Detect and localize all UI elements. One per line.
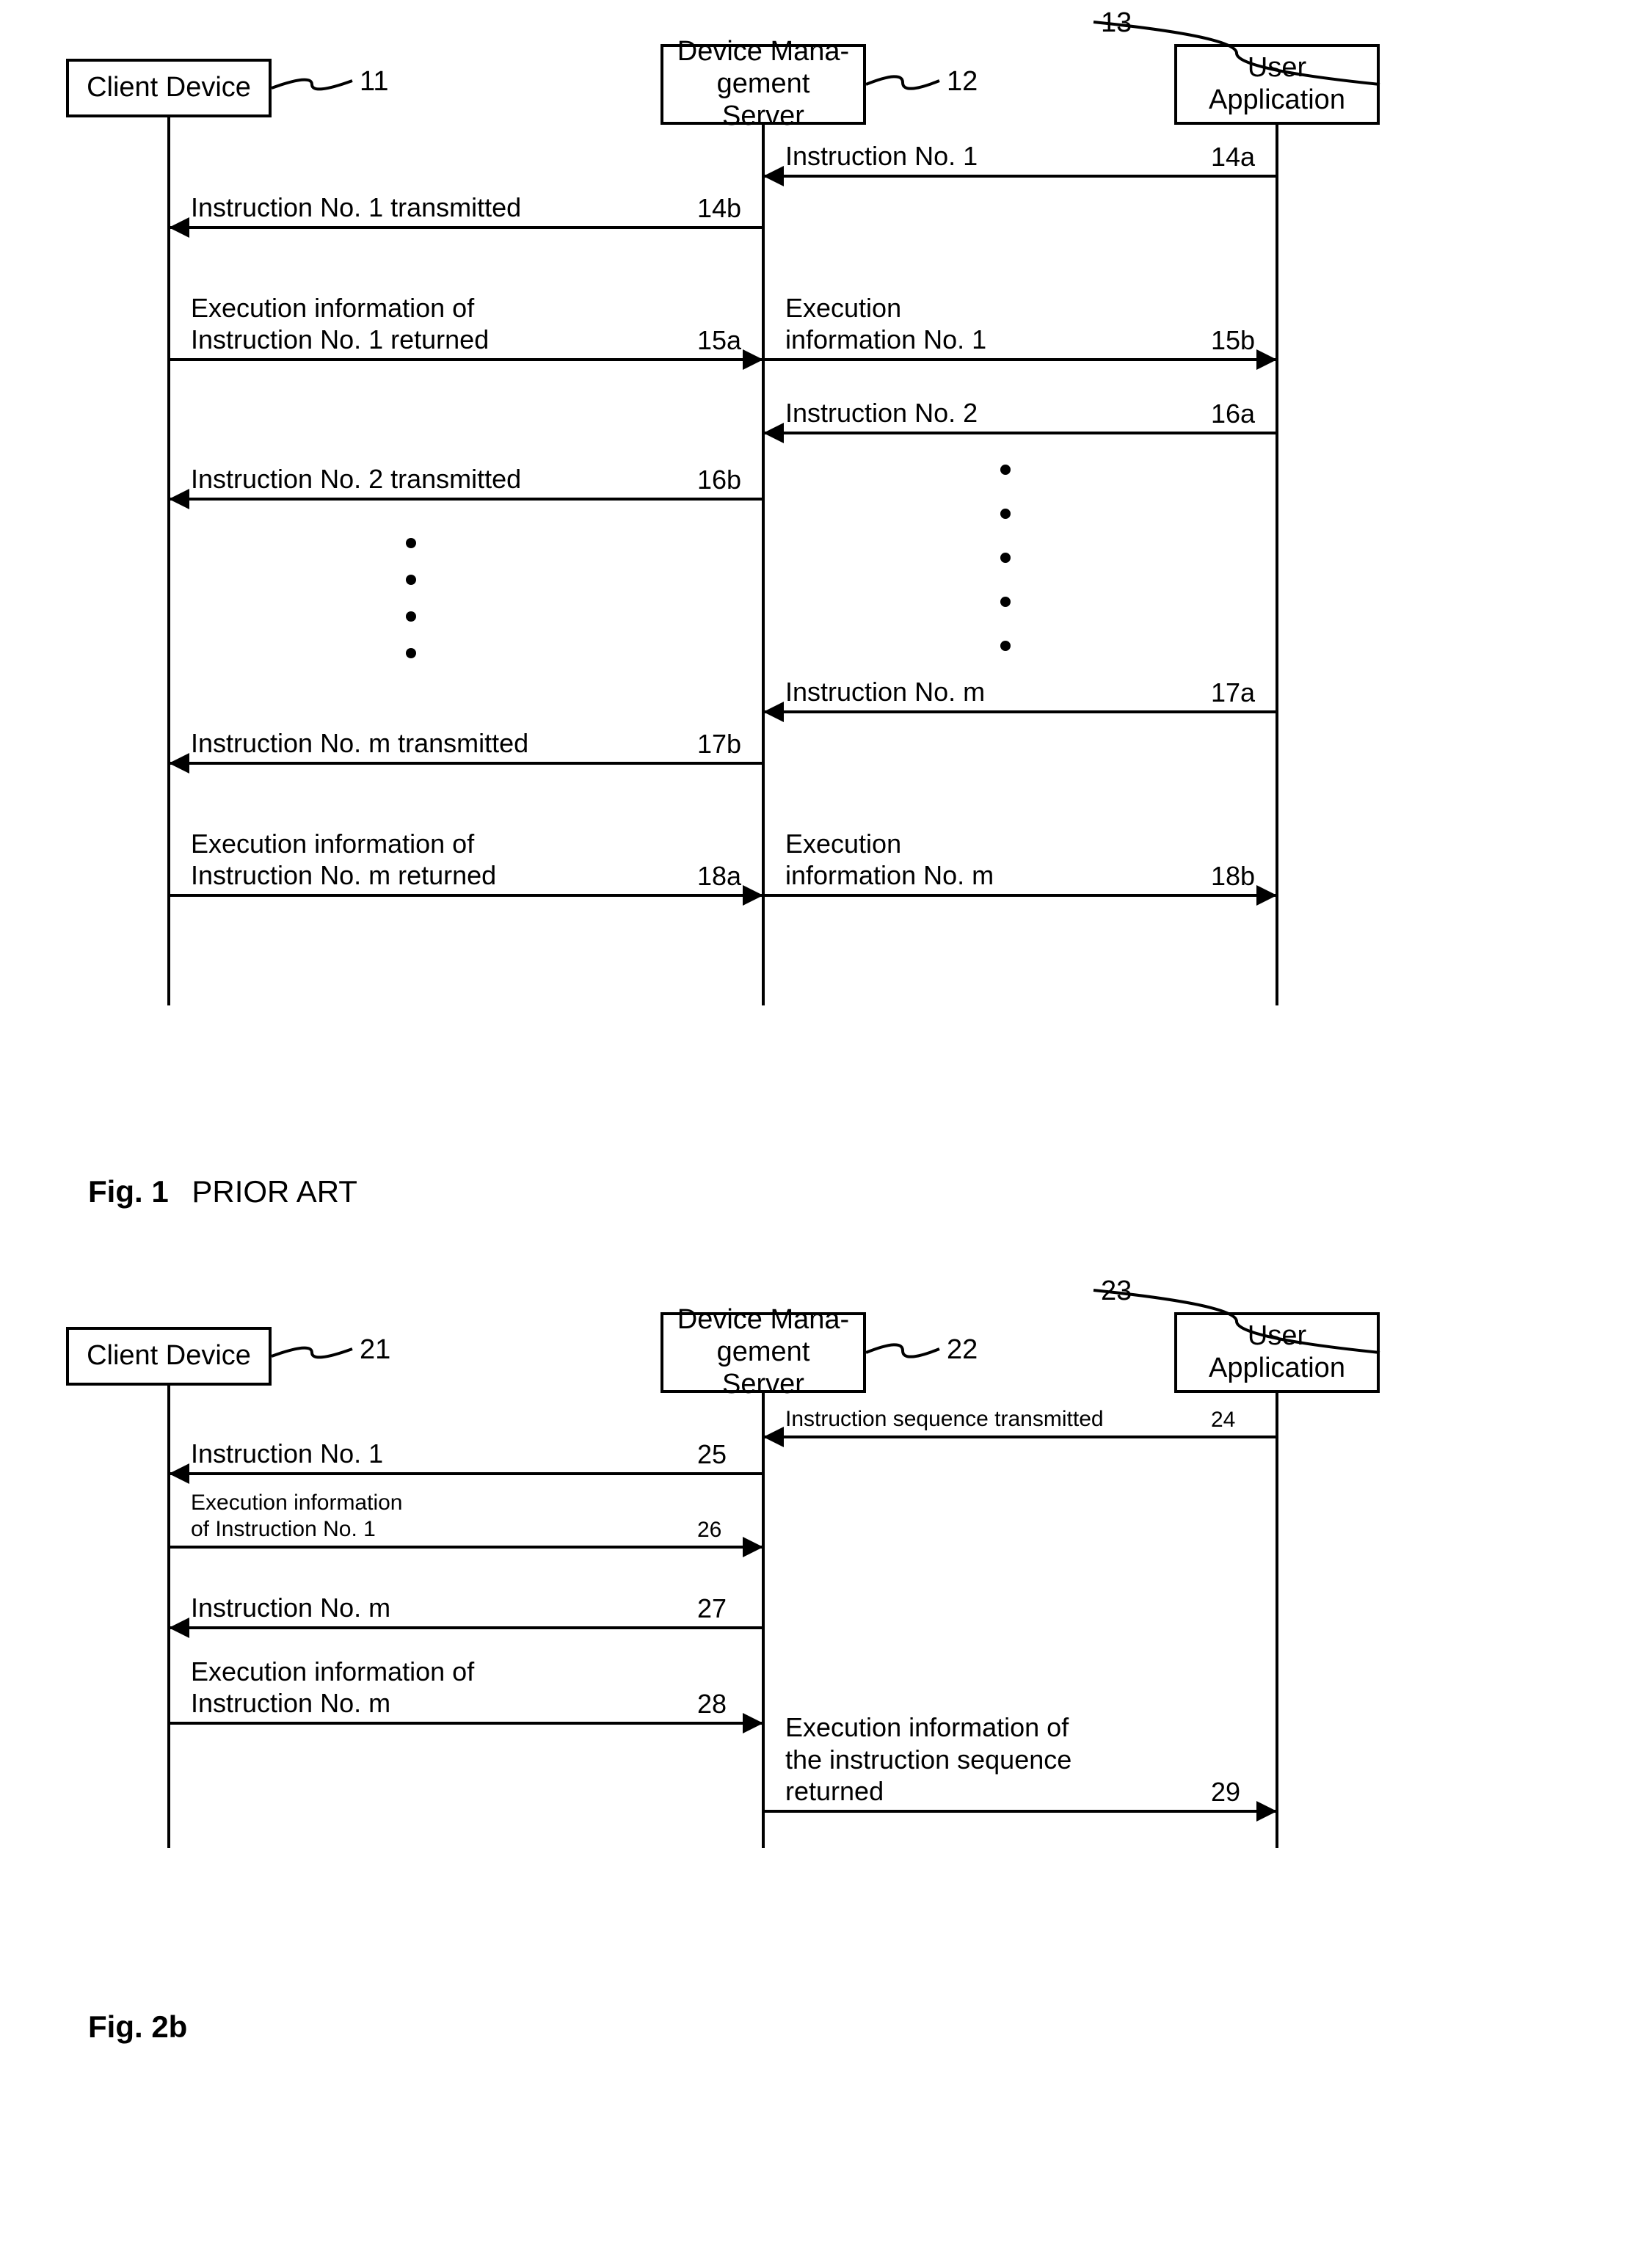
ellipsis-dot <box>1000 641 1011 651</box>
participant-ref-12: 12 <box>947 66 978 98</box>
lifeline-server <box>762 1393 765 1848</box>
message-label: Execution information of the instruction… <box>785 1711 1071 1807</box>
message-ref: 14a <box>1211 142 1255 172</box>
figure-2b-caption: Fig. 2b <box>88 2009 1608 2045</box>
message-label: Instruction No. m <box>191 1592 390 1623</box>
arrowhead <box>1256 1801 1277 1822</box>
message-line <box>169 762 763 765</box>
ellipsis-dot <box>406 648 416 658</box>
ellipsis-dot <box>1000 465 1011 475</box>
figure-2b-caption-bold: Fig. 2b <box>88 2009 187 2044</box>
message-ref: 24 <box>1211 1408 1235 1433</box>
message-line <box>763 432 1277 434</box>
message-label: Instruction No. m transmitted <box>191 727 528 759</box>
message-label: Execution information of Instruction No.… <box>191 828 496 891</box>
message-ref: 29 <box>1211 1777 1240 1808</box>
message-line <box>763 894 1277 897</box>
message-label: Execution information of Instruction No.… <box>191 292 489 355</box>
arrowhead <box>169 753 189 774</box>
lifeline-userapp <box>1276 125 1278 1005</box>
arrowhead <box>1256 349 1277 370</box>
figure-1-caption: Fig. 1 PRIOR ART <box>88 1174 1608 1209</box>
participant-server: Device Mana- gement Server <box>661 1312 866 1393</box>
message-label: Execution information No. 1 <box>785 292 986 355</box>
message-line <box>169 1722 763 1725</box>
message-line <box>763 175 1277 178</box>
message-label: Instruction No. 2 <box>785 397 978 429</box>
message-label: Instruction sequence transmitted <box>785 1406 1104 1433</box>
message-ref: 26 <box>697 1518 721 1543</box>
arrowhead <box>763 166 784 186</box>
ellipsis-dot <box>1000 597 1011 607</box>
participant-client: Client Device <box>66 59 272 117</box>
participant-ref-22: 22 <box>947 1334 978 1366</box>
participant-ref-11: 11 <box>360 66 388 98</box>
ellipsis-dot <box>406 611 416 622</box>
message-ref: 14b <box>697 193 741 224</box>
ref-connector-13 <box>1086 0 1416 106</box>
message-line <box>169 226 763 229</box>
arrowhead <box>1256 885 1277 906</box>
message-label: Execution information of Instruction No.… <box>191 1656 474 1719</box>
participant-ref-23: 23 <box>1101 1276 1132 1307</box>
arrowhead <box>169 1618 189 1638</box>
message-line <box>169 894 763 897</box>
message-line <box>169 1546 763 1549</box>
figure-1-caption-plain: PRIOR ART <box>192 1174 357 1209</box>
figure-1: Client DeviceDevice Mana- gement ServerU… <box>44 44 1438 1086</box>
message-line <box>763 358 1277 361</box>
message-line <box>763 1436 1277 1438</box>
message-ref: 18a <box>697 861 741 892</box>
figure-1-caption-bold: Fig. 1 <box>88 1174 169 1209</box>
message-ref: 15b <box>1211 325 1255 356</box>
lifeline-client <box>167 117 170 1005</box>
arrowhead <box>763 702 784 722</box>
ellipsis-dot <box>406 538 416 548</box>
arrowhead <box>763 1427 784 1447</box>
figure-2b: Client DeviceDevice Mana- gement ServerU… <box>44 1283 1438 1921</box>
message-line <box>763 710 1277 713</box>
message-ref: 17b <box>697 729 741 760</box>
message-label: Execution information of Instruction No.… <box>191 1490 403 1543</box>
message-line <box>169 358 763 361</box>
message-label: Instruction No. m <box>785 676 985 707</box>
ellipsis-dot <box>406 575 416 585</box>
message-label: Instruction No. 1 transmitted <box>191 192 521 223</box>
ellipsis-dot <box>1000 509 1011 519</box>
arrowhead <box>743 349 763 370</box>
message-line <box>763 1810 1277 1813</box>
message-label: Instruction No. 2 transmitted <box>191 463 521 495</box>
message-ref: 18b <box>1211 861 1255 892</box>
message-line <box>169 1626 763 1629</box>
message-ref: 17a <box>1211 677 1255 708</box>
participant-server: Device Mana- gement Server <box>661 44 866 125</box>
arrowhead <box>169 489 189 509</box>
lifeline-server <box>762 125 765 1005</box>
message-label: Instruction No. 1 <box>785 140 978 172</box>
lifeline-client <box>167 1386 170 1848</box>
arrowhead <box>743 1537 763 1557</box>
ellipsis-dot <box>1000 553 1011 563</box>
arrowhead <box>743 885 763 906</box>
arrowhead <box>763 423 784 443</box>
message-ref: 25 <box>697 1439 727 1470</box>
message-ref: 15a <box>697 325 741 356</box>
message-ref: 16b <box>697 465 741 495</box>
lifeline-userapp <box>1276 1393 1278 1848</box>
arrowhead <box>743 1713 763 1733</box>
arrowhead <box>169 1463 189 1484</box>
message-label: Instruction No. 1 <box>191 1438 383 1469</box>
message-line <box>169 498 763 501</box>
message-ref: 28 <box>697 1689 727 1720</box>
participant-ref-13: 13 <box>1101 7 1132 39</box>
message-line <box>169 1472 763 1475</box>
message-ref: 27 <box>697 1593 727 1624</box>
message-label: Execution information No. m <box>785 828 994 891</box>
arrowhead <box>169 217 189 238</box>
message-ref: 16a <box>1211 399 1255 429</box>
participant-client: Client Device <box>66 1327 272 1386</box>
participant-ref-21: 21 <box>360 1334 390 1366</box>
ref-connector-23 <box>1086 1268 1416 1375</box>
